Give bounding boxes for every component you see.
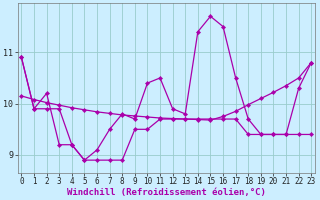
X-axis label: Windchill (Refroidissement éolien,°C): Windchill (Refroidissement éolien,°C) (67, 188, 266, 197)
